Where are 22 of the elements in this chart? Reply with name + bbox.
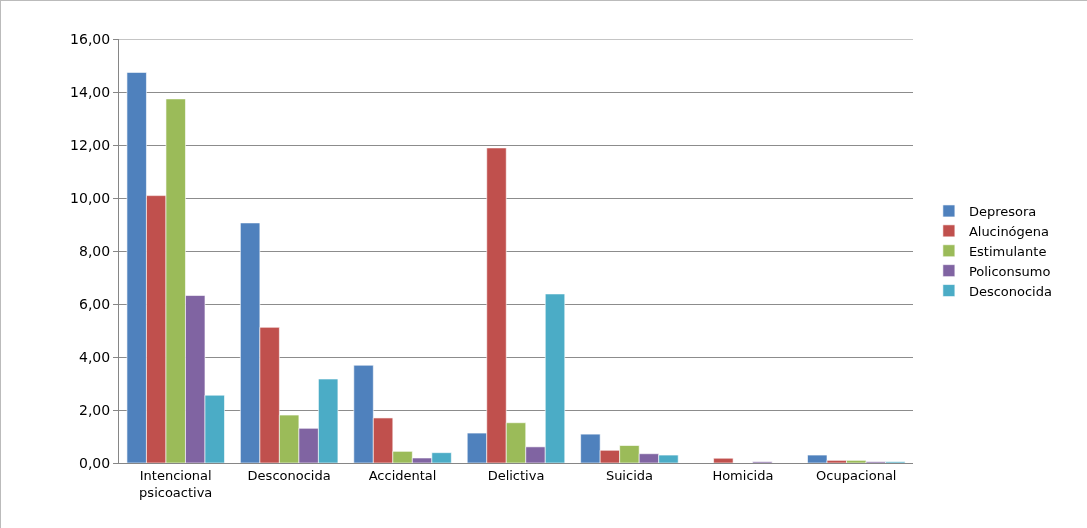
x-tick-label: Homicida <box>712 467 774 483</box>
bar <box>713 457 734 463</box>
x-tick-label: Delictiva <box>487 467 545 483</box>
legend-label: Alucinógena <box>968 223 1050 239</box>
legend-label: Policonsumo <box>968 263 1051 279</box>
y-tick-label: 0,00 <box>79 454 111 471</box>
y-tick-label: 2,00 <box>79 401 111 418</box>
x-tick-label: Accidental <box>368 467 437 483</box>
legend-label: Desconocida <box>968 283 1052 299</box>
x-tick-label: Ocupacional <box>816 467 897 483</box>
legend-label: Depresora <box>968 204 1037 220</box>
y-tick-label: 12,00 <box>70 136 111 153</box>
y-tick-label: 14,00 <box>70 83 111 100</box>
x-tick-label: Suicida <box>605 467 653 483</box>
x-tick-label: Intencional psicoactiva <box>139 467 213 500</box>
y-tick-label: 4,00 <box>79 348 111 365</box>
y-tick-label: 16,00 <box>70 30 111 47</box>
y-tick-label: 6,00 <box>79 295 111 312</box>
y-tick-label: 10,00 <box>70 189 111 206</box>
y-tick-label: 8,00 <box>79 242 111 259</box>
legend-label: Estimulante <box>968 243 1047 259</box>
x-tick-label: Desconocida <box>247 467 331 483</box>
